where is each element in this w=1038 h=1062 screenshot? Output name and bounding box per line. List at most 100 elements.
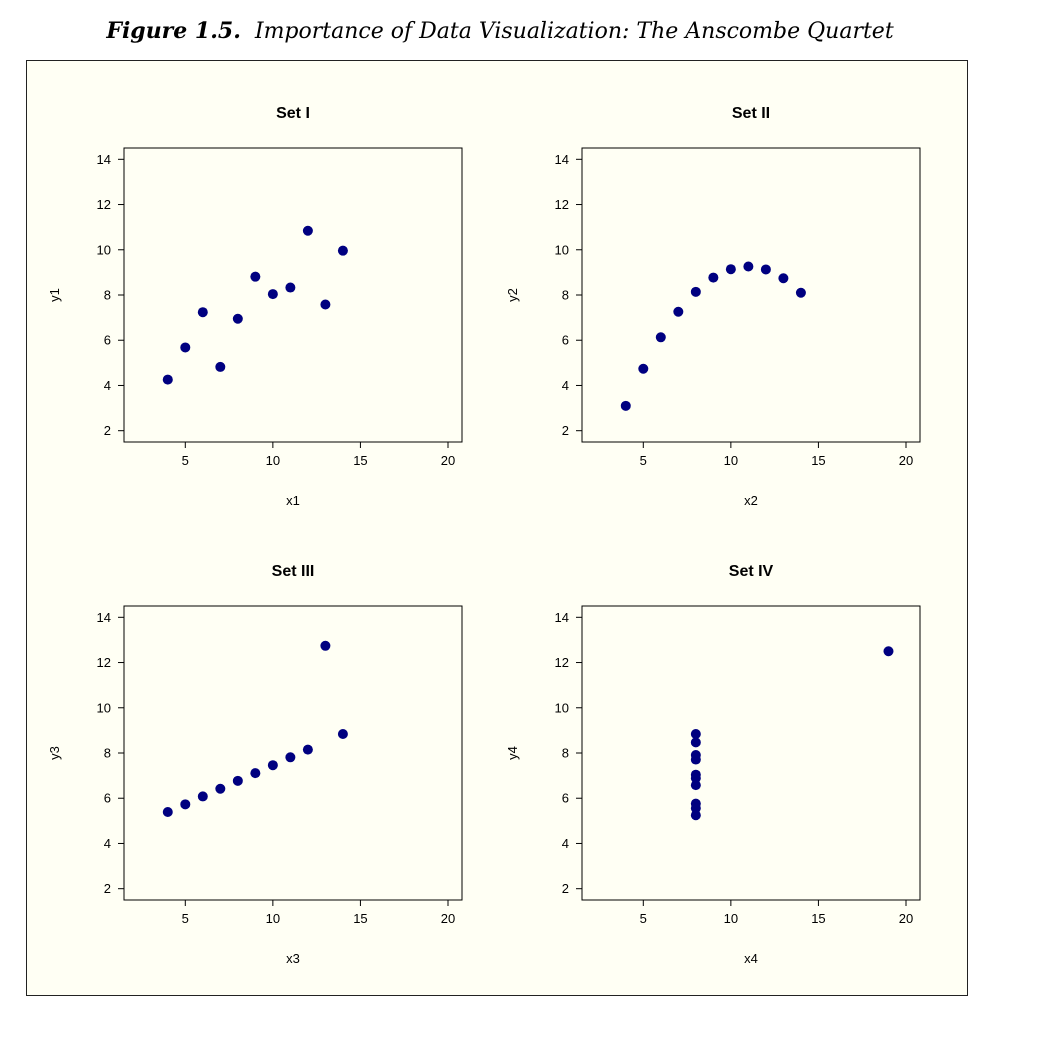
data-point [760,264,771,275]
scatter-panel-3: Set III 5 10 15 20 2 4 6 8 10 12 14 x3 y3 [47,563,463,966]
data-point [250,271,261,282]
y-tick-label: 10 [97,700,111,715]
data-point [883,646,894,657]
y-tick-label: 10 [555,700,569,715]
x-tick-label: 5 [640,453,647,468]
y-tick-label: 12 [97,197,111,212]
y-tick-label: 4 [104,836,111,851]
chart-frame: Set I 5 10 15 20 2 4 6 8 10 12 14 x1 y1 Set II 5 10 15 20 2… [26,60,968,996]
data-point [302,225,313,236]
data-point [690,737,701,748]
y-tick-label: 8 [562,746,569,761]
x-tick-label: 10 [266,453,280,468]
x-tick-label: 20 [441,911,455,926]
y-tick-label: 12 [555,197,569,212]
y-tick-label: 2 [104,881,111,896]
y-tick-label: 14 [97,610,111,625]
data-point [215,783,226,794]
y-tick-label: 8 [562,288,569,303]
x-tick-label: 5 [640,911,647,926]
y-tick-label: 8 [104,288,111,303]
y-tick-label: 14 [97,152,111,167]
y-tick-label: 4 [562,378,569,393]
data-point [180,799,191,810]
y-axis-label: y4 [505,746,520,760]
y-tick-label: 10 [97,242,111,257]
data-point [337,245,348,256]
scatter-panel-1: Set I 5 10 15 20 2 4 6 8 10 12 14 x1 y1 [47,105,463,508]
plot-area-border [123,147,463,443]
data-point [708,272,719,283]
x-tick-label: 5 [182,453,189,468]
data-point [267,289,278,300]
y-tick-label: 2 [104,423,111,438]
y-tick-label: 14 [555,610,569,625]
data-point [725,264,736,275]
panel-title: Set II [732,105,770,122]
data-point [162,807,173,818]
panel-title: Set I [276,105,310,122]
data-point [690,803,701,814]
y-tick-label: 4 [562,836,569,851]
figure-caption: Figure 1.5. Importance of Data Visualizat… [0,18,1000,44]
data-point [197,307,208,318]
y-axis-label: y1 [47,288,62,302]
data-point [690,286,701,297]
data-point [690,780,701,791]
plot-area-border [123,605,463,901]
y-tick-label: 6 [562,333,569,348]
y-tick-label: 2 [562,423,569,438]
data-point [267,760,278,771]
y-tick-label: 10 [555,242,569,257]
x-tick-label: 15 [353,453,367,468]
y-tick-label: 8 [104,746,111,761]
data-point [690,750,701,761]
figure-title: Importance of Data Visualization: The An… [254,19,894,44]
data-point [778,273,789,284]
data-point [285,282,296,293]
data-point [337,729,348,740]
y-tick-label: 12 [555,655,569,670]
y-tick-label: 2 [562,881,569,896]
data-point [673,306,684,317]
data-point [795,287,806,298]
x-tick-label: 10 [724,453,738,468]
data-point [232,313,243,324]
y-tick-label: 6 [104,791,111,806]
plot-area-border [581,147,921,443]
data-point [690,729,701,740]
x-tick-label: 15 [811,453,825,468]
plot-area-border [581,605,921,901]
x-tick-label: 10 [724,911,738,926]
data-point [162,374,173,385]
y-tick-label: 6 [562,791,569,806]
y-tick-label: 14 [555,152,569,167]
data-point [180,342,191,353]
data-point [215,361,226,372]
data-point [655,332,666,343]
y-tick-label: 4 [104,378,111,393]
data-point [232,775,243,786]
y-axis-label: y3 [47,746,62,760]
figure-number: Figure 1.5. [106,18,241,44]
y-tick-label: 6 [104,333,111,348]
x-tick-label: 20 [899,453,913,468]
data-point [690,810,701,821]
scatter-panel-4: Set IV 5 10 15 20 2 4 6 8 10 12 14 x4 y4 [505,563,921,966]
data-point [320,640,331,651]
x-axis-label: x1 [286,493,300,508]
data-point [743,261,754,272]
x-tick-label: 20 [899,911,913,926]
data-point [302,744,313,755]
x-axis-label: x3 [286,951,300,966]
x-axis-label: x2 [744,493,758,508]
data-point [250,768,261,779]
x-tick-label: 5 [182,911,189,926]
data-point [320,299,331,310]
data-point [197,791,208,802]
x-tick-label: 10 [266,911,280,926]
x-tick-label: 20 [441,453,455,468]
data-point [620,400,631,411]
panel-title: Set III [272,563,315,580]
y-axis-label: y2 [505,288,520,302]
